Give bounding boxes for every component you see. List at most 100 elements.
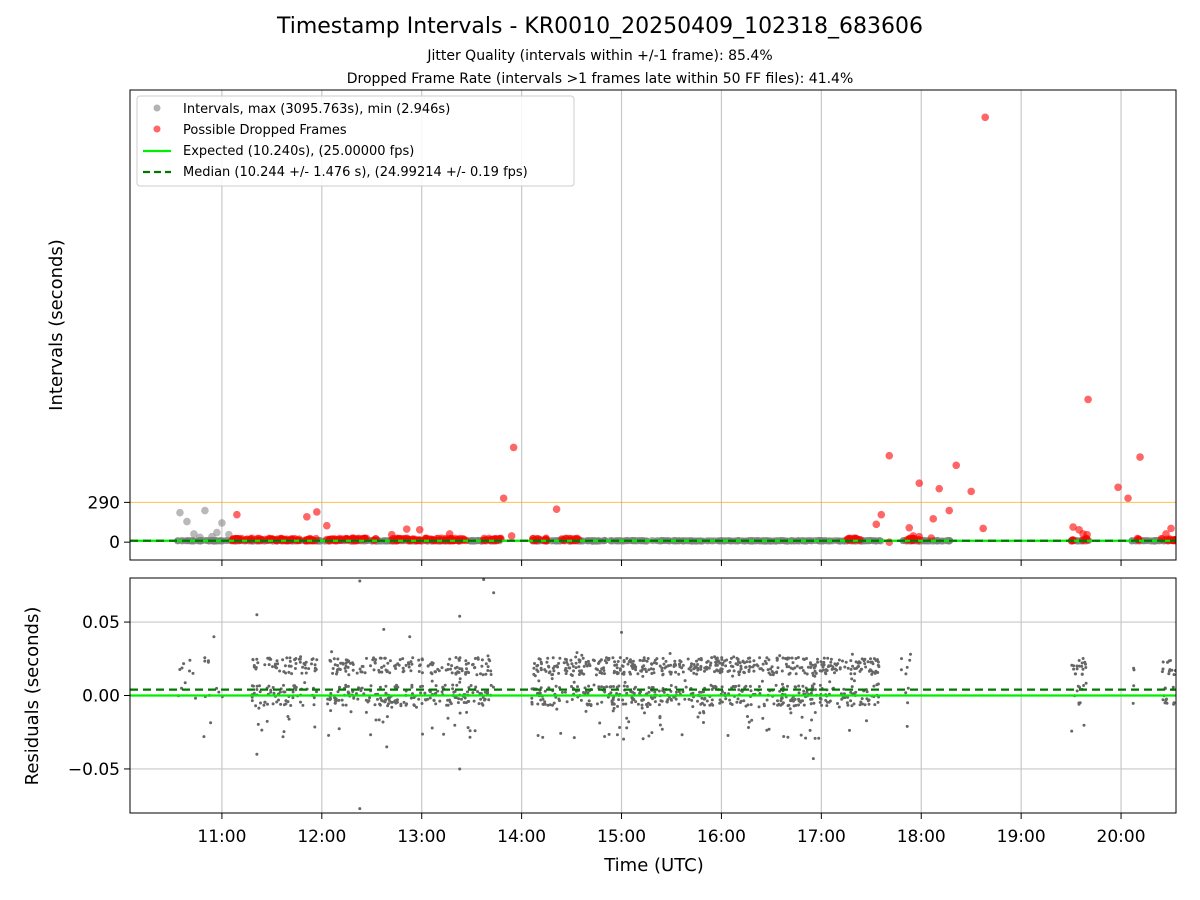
residual-point — [369, 684, 373, 688]
residual-point — [873, 671, 877, 675]
residual-point — [577, 658, 581, 662]
residual-point — [787, 672, 791, 676]
residual-point — [539, 668, 543, 672]
residual-point — [1082, 684, 1086, 687]
residual-point — [699, 702, 703, 706]
residual-point — [287, 664, 291, 668]
residual-point — [378, 656, 382, 660]
residual-point — [622, 737, 626, 741]
residual-point — [568, 666, 572, 670]
residual-point — [763, 659, 767, 663]
residual-point — [790, 656, 794, 660]
residual-point — [822, 663, 826, 667]
residual-point — [613, 660, 617, 664]
residual-point — [858, 703, 862, 707]
residual-point — [909, 652, 912, 656]
residual-point — [631, 662, 635, 666]
residual-point — [829, 660, 833, 664]
residual-point — [904, 691, 908, 695]
residual-point — [412, 696, 416, 700]
residual-point — [1075, 664, 1079, 668]
residual-point — [629, 672, 632, 676]
residual-point — [330, 650, 334, 654]
x-tick-label: 17:00 — [797, 827, 846, 847]
residual-point — [209, 721, 213, 725]
dropped-frame-point — [499, 494, 508, 503]
residual-point — [608, 685, 612, 689]
residual-point — [284, 671, 288, 675]
residual-point — [728, 698, 732, 702]
residual-point — [364, 710, 368, 714]
residual-point — [428, 696, 432, 700]
residual-point — [476, 690, 480, 694]
residual-point — [546, 656, 550, 660]
residual-point — [781, 701, 785, 705]
bottom-panel: 0.05 0.00 −0.05 — [68, 577, 1177, 814]
residual-point — [551, 673, 555, 676]
chart-subtitle-jitter: Jitter Quality (intervals within +/-1 fr… — [427, 48, 773, 64]
residual-point — [202, 735, 206, 739]
dropped-frame-point — [445, 530, 454, 538]
residual-point — [794, 657, 798, 660]
residual-point — [780, 696, 784, 700]
residual-point — [569, 658, 573, 662]
residual-point — [736, 697, 740, 701]
residual-point — [474, 685, 478, 689]
dropped-frame-point — [945, 506, 954, 515]
residual-point — [605, 685, 609, 689]
residual-point — [548, 703, 552, 707]
residual-point — [720, 685, 724, 689]
residual-point — [572, 736, 576, 740]
residual-point — [611, 656, 615, 660]
residual-point — [388, 671, 392, 675]
residual-point — [766, 668, 770, 672]
residual-point — [904, 672, 908, 676]
residual-point — [293, 667, 297, 670]
residual-point — [612, 706, 616, 710]
residual-point — [658, 664, 662, 668]
residual-point — [1167, 672, 1171, 676]
residual-point — [555, 664, 559, 668]
residual-point — [335, 672, 338, 676]
residual-point — [1172, 701, 1176, 705]
residual-point — [673, 659, 677, 663]
residual-point — [730, 686, 734, 690]
residual-point — [372, 656, 376, 660]
residual-point — [836, 662, 840, 666]
residual-point — [401, 657, 405, 661]
residual-point — [813, 669, 817, 673]
residual-point — [543, 700, 547, 704]
residual-point — [340, 698, 344, 702]
residual-point — [203, 659, 207, 663]
residual-point — [373, 661, 377, 665]
residual-point — [788, 707, 792, 711]
residual-point — [483, 697, 487, 701]
residual-point — [735, 700, 739, 704]
residual-point — [1172, 673, 1176, 677]
residual-point — [458, 767, 462, 771]
residual-point — [677, 672, 681, 676]
residual-point — [822, 656, 826, 660]
residual-point — [659, 699, 663, 703]
residual-point — [743, 686, 747, 690]
residual-point — [587, 684, 591, 688]
residual-point — [620, 664, 624, 668]
residual-point — [265, 719, 269, 723]
residual-point — [616, 660, 620, 663]
residual-point — [466, 726, 470, 730]
residual-point — [625, 726, 629, 730]
residual-point — [758, 656, 762, 660]
residual-point — [541, 697, 545, 701]
residual-point — [603, 735, 607, 738]
residual-point — [769, 667, 773, 671]
residual-point — [377, 670, 381, 674]
residual-point — [558, 686, 562, 690]
residual-point — [710, 656, 714, 660]
residual-point — [618, 668, 622, 672]
residual-point — [873, 703, 877, 707]
residual-point — [767, 658, 771, 662]
residual-point — [621, 698, 625, 702]
residual-point — [652, 661, 656, 665]
residual-point — [402, 700, 406, 704]
residual-point — [781, 656, 785, 660]
